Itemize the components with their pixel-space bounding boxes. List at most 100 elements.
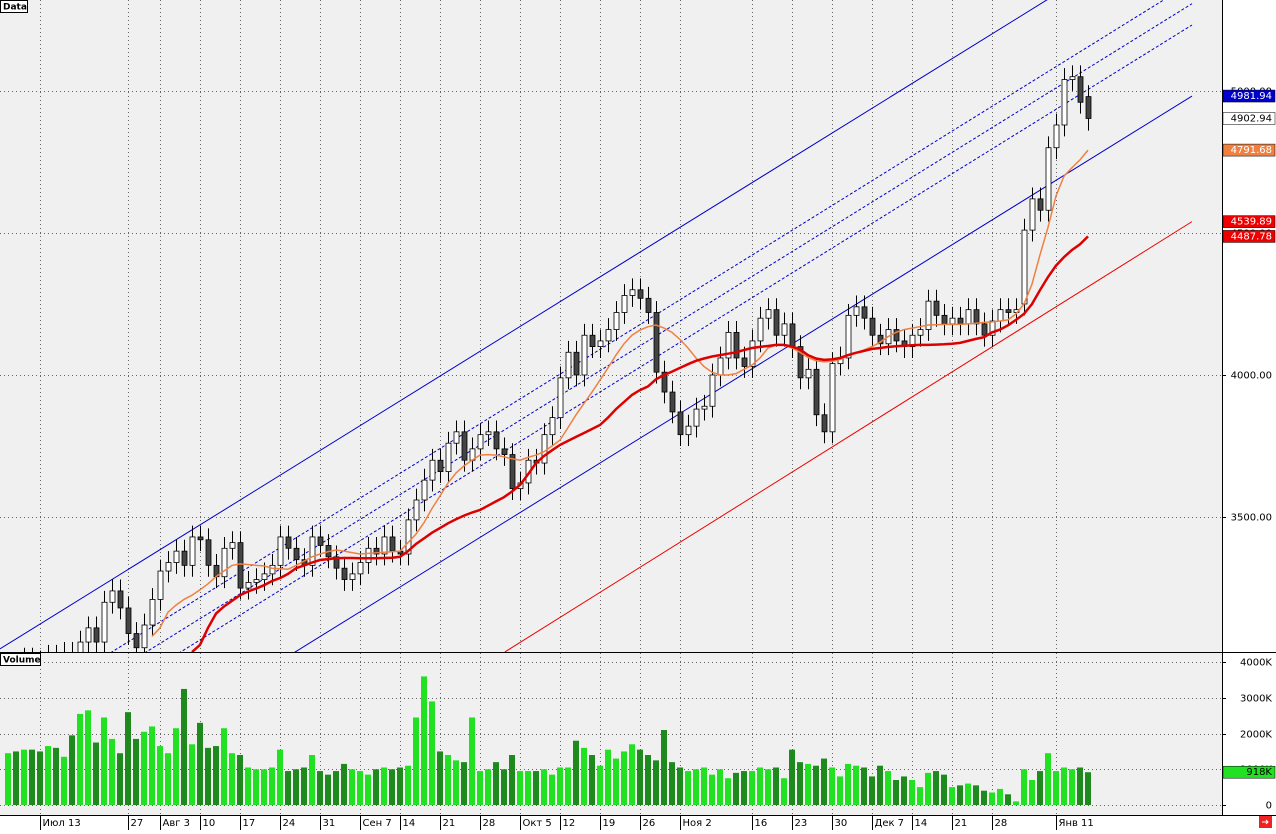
volume-bar: [141, 731, 147, 805]
volume-bar: [29, 749, 35, 805]
volume-bar: [381, 767, 387, 805]
x-tick-label: 28: [995, 818, 1008, 829]
volume-bar: [909, 780, 915, 805]
candle-body: [245, 581, 252, 589]
candle-body: [621, 295, 628, 313]
volume-bar: [933, 771, 939, 805]
panel-title: Data: [3, 3, 27, 13]
x-tick-label: 14: [915, 818, 928, 829]
volume-bar: [757, 767, 763, 805]
candle-body: [1005, 309, 1012, 313]
candle-body: [461, 431, 468, 461]
volume-bar: [13, 751, 19, 805]
volume-bar: [837, 776, 843, 805]
volume-bar: [365, 774, 371, 805]
candle-body: [701, 405, 708, 410]
candle-body: [261, 573, 268, 580]
volume-bar: [509, 755, 515, 805]
volume-bar: [101, 717, 107, 805]
volume-bar: [221, 728, 227, 805]
volume-bar: [885, 771, 891, 805]
candle-body: [909, 334, 916, 347]
x-tick-label: 24: [283, 818, 296, 829]
volume-bar: [517, 771, 523, 805]
volume-bar: [949, 787, 955, 805]
y-tick-label: 4000.00: [1231, 371, 1272, 382]
volume-bar: [709, 774, 715, 805]
volume-bar: [397, 767, 403, 805]
trend-line: [0, 0, 1048, 650]
candle-body: [725, 331, 732, 359]
candle-body: [749, 340, 756, 367]
volume-bar: [333, 771, 339, 805]
volume-bar: [149, 726, 155, 805]
candle-body: [541, 434, 548, 464]
candle-body: [757, 317, 764, 342]
volume-bar: [541, 769, 547, 805]
volume-bar: [717, 769, 723, 805]
volume-bar: [445, 755, 451, 805]
volume-bar: [109, 738, 115, 805]
volume-bar: [797, 762, 803, 805]
candle-body: [365, 547, 372, 563]
x-tick-label: Авг 3: [163, 818, 191, 829]
volume-bar: [261, 769, 267, 805]
volume-bar: [133, 738, 139, 805]
volume-badge-label: 918K: [1246, 767, 1272, 778]
volume-bar: [917, 787, 923, 805]
x-tick-label: 14: [403, 818, 416, 829]
volume-bar: [21, 749, 27, 805]
candle-body: [157, 570, 164, 600]
candle-body: [805, 368, 812, 379]
x-tick-label: 31: [323, 818, 336, 829]
volume-bar: [1061, 767, 1067, 805]
candle-body: [373, 547, 380, 555]
volume-bar: [325, 774, 331, 805]
volume-bar: [421, 676, 427, 805]
volume-bar: [669, 762, 675, 805]
candle-body: [197, 536, 204, 541]
volume-bar: [1085, 772, 1091, 805]
volume-bar: [981, 790, 987, 805]
x-tick-label: Янв 11: [1059, 818, 1094, 829]
candle-body: [77, 641, 84, 652]
candle-body: [893, 329, 900, 342]
volume-bar: [821, 758, 827, 805]
volume-bar: [189, 744, 195, 805]
x-tick-label: Дек 7: [875, 818, 905, 829]
volume-bar: [173, 728, 179, 805]
candle-body: [509, 454, 516, 490]
volume-bar: [653, 760, 659, 805]
volume-bar: [213, 746, 219, 805]
trend-line: [179, 24, 1193, 652]
y-tick-label: 4000K: [1240, 658, 1272, 669]
volume-bar: [773, 767, 779, 805]
volume-bar: [637, 749, 643, 805]
candle-body: [781, 323, 788, 336]
candle-body: [1053, 124, 1060, 149]
volume-bar: [549, 774, 555, 805]
candle-body: [797, 346, 804, 379]
volume-bar: [781, 778, 787, 805]
candle-body: [933, 300, 940, 316]
candle-body: [149, 599, 156, 626]
candle-body: [229, 542, 236, 549]
candle-body: [661, 371, 668, 393]
candle-body: [85, 627, 92, 643]
candle-body: [117, 590, 124, 609]
trend-line: [504, 221, 1193, 652]
volume-bar: [93, 742, 99, 805]
candle-body: [949, 317, 956, 325]
candle-body: [829, 363, 836, 433]
volume-bar: [701, 767, 707, 805]
price-panel: [0, 0, 1222, 652]
x-tick-label: Сен 7: [363, 818, 392, 829]
volume-bar: [205, 747, 211, 805]
volume-bar: [429, 701, 435, 805]
candle-body: [733, 331, 740, 359]
candle-body: [317, 536, 324, 546]
volume-bar: [1053, 771, 1059, 805]
candle-body: [349, 573, 356, 580]
candle-body: [389, 536, 396, 552]
